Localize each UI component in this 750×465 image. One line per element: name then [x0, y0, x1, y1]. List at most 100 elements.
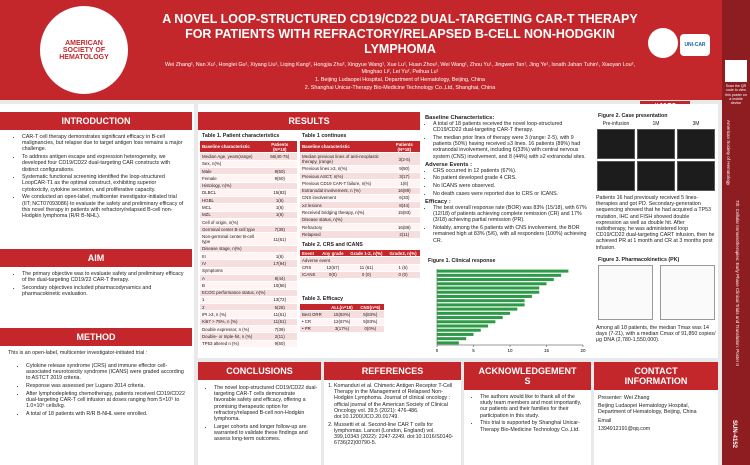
method-list: Cytokine release syndrome (CRS) and immu…: [18, 363, 186, 419]
header-cell: [300, 304, 328, 312]
bar: [437, 303, 525, 307]
panel-label: 1M: [652, 121, 660, 127]
table-row: • PR 3(17%) 0(0%): [300, 325, 384, 334]
bar: [437, 320, 496, 324]
table-cell: 8(44): [262, 274, 297, 283]
table-cell: 15(83): [262, 189, 297, 198]
header-cell: ALL(n=18): [327, 304, 357, 312]
ae-list: CRS occurred in 12 patients (67%).No pat…: [425, 168, 590, 197]
conclusions-list: The novel loop-structured CD19/CD22 dual…: [206, 385, 318, 444]
table-cell: CNS involvement: [300, 194, 389, 203]
table-grid: Baseline characteristic Patients (N=18) Me…: [300, 141, 420, 239]
table: Baseline characteristic Patients (N=18) Me…: [200, 141, 297, 348]
table-row: Female 9(50): [200, 174, 297, 183]
bar: [437, 290, 540, 294]
table-cell: Histology, n(%): [200, 182, 297, 190]
table-cell: 7(39): [262, 325, 297, 334]
table-cell: HGBL: [200, 196, 263, 205]
session-text: 7th: Cellular Immunotherapies: Early Pha…: [735, 200, 740, 366]
table-cell: 7(39): [262, 225, 297, 234]
contact-line: Presenter: Wei Zhang: [598, 395, 650, 401]
bar: [437, 273, 562, 277]
table: ALL(n=18) CNS(n=6) Best ORR 15(83%) 5(83%) • …: [300, 304, 384, 334]
table-cell: 2: [200, 303, 263, 312]
table-cell: ECOG performance status, n(%): [200, 289, 297, 297]
table-cell: B: [200, 281, 263, 290]
table-cell: 17(94): [262, 259, 297, 268]
table-row: Disease stage, n(%): [200, 245, 297, 254]
table-cell: 3(2-5): [388, 152, 420, 166]
header-cell: Patients (N=18): [262, 141, 297, 154]
list-item: Larger cohorts and longer follow-up are …: [214, 424, 318, 443]
table-cell: Previous ASCT, n(%): [300, 172, 389, 181]
table-cell: MCL: [200, 203, 263, 212]
table-caption: Table 3. Efficacy: [302, 296, 344, 302]
bar: [437, 337, 467, 341]
table-cell: 0 (0): [386, 271, 420, 280]
table-row: • CR 12(67%) 5(83%): [300, 318, 384, 326]
table-row: Histology, n(%): [200, 182, 297, 190]
bar: [437, 269, 569, 273]
figure2-text: Patients 16 had previously received 5 li…: [596, 195, 715, 251]
table-cell: 9(50): [262, 174, 297, 183]
table-cell: 9(50): [388, 165, 420, 174]
table-row: Sex, n(%): [200, 160, 297, 168]
table-cell: Disease stage, n(%): [200, 245, 297, 254]
side-strip: Scan the QR code to view this poster on …: [722, 0, 750, 465]
x-tick-label: 20: [580, 348, 586, 353]
table-cell: 11(61): [262, 310, 297, 319]
table: Event Any grade Grade 1-2, n(%) Grade3, n(%…: [300, 250, 420, 280]
pk-plot: [598, 265, 653, 320]
list-item: The median prior lines of therapy were 3…: [433, 135, 590, 160]
efficacy-list: The best overall response rate (BOR) was…: [425, 205, 590, 244]
table-row: HGBL 1(6): [200, 196, 297, 205]
header-cell: Grade 1-2, n(%): [346, 250, 387, 258]
aim-list: The primary objective was to evaluate sa…: [14, 271, 184, 299]
contact-line: Beijing Ludaopei Hematology Hospital, De…: [598, 403, 697, 416]
section-heading: INTRODUCTION: [0, 112, 192, 130]
table-cell: Germinal center B-cell type: [200, 225, 263, 234]
list-item: Response was assessed per Lugano 2014 cr…: [26, 383, 186, 389]
table-cell: Cell of origin, n(%): [200, 218, 297, 227]
table-cell: 8(44): [388, 201, 420, 210]
contact-lines: Presenter: Wei Zhang Beijing Ludaopei Hem…: [598, 395, 714, 434]
table-row: Median Age, years(range) 56(40-75): [200, 152, 297, 161]
table-cell: Received bridging therapy, n(%): [300, 208, 389, 217]
table-cell: III: [200, 252, 263, 261]
header-cell: Patients (N=18): [388, 141, 420, 154]
method-intro: This is an open-label, multicenter inves…: [8, 350, 148, 356]
contact-line: 1394912191@qq.com: [598, 425, 651, 432]
figure2-images: Pre-infusion 1M 3M: [596, 121, 716, 193]
table-cell: 0(0%): [356, 325, 384, 334]
intro-list: CAR-T cell therapy demonstrates signific…: [14, 134, 184, 221]
contact-line: Email: [598, 417, 612, 424]
table-cell: Previous lines ≥3, n(%): [300, 165, 389, 174]
table-cell: 1 (6): [386, 264, 420, 272]
table-cell: MZL: [200, 211, 263, 219]
table-cell: Best ORR: [300, 310, 328, 319]
list-item: Systematic functional screening identifi…: [22, 174, 184, 193]
ct-image: [597, 129, 635, 159]
table-row: III 1(6): [200, 252, 297, 261]
section-heading: REFERENCES: [324, 362, 461, 380]
header-cell: CNS(n=6): [356, 304, 384, 312]
list-item: A total of 18 patients received the nove…: [433, 121, 590, 133]
table-cell: Extranodal involvement, n (%): [300, 187, 389, 195]
table-cell: 6(33): [388, 194, 420, 203]
table-row: Double expressor, n (%) 7(39): [200, 325, 297, 334]
bar: [437, 307, 518, 311]
list-item: This trial is supported by Shanghai Unic…: [480, 420, 587, 432]
table-row: IPI ≥3, n (%) 11(61): [200, 310, 297, 319]
ct-image: [637, 161, 675, 191]
table-row: ICANS 0(0) 0 (0) 0 (0): [300, 271, 420, 280]
list-item: No ICANS were observed.: [433, 183, 590, 189]
list-item: CRS occurred in 12 patients (67%).: [433, 168, 590, 174]
table-cell: Disease status, n(%): [300, 216, 420, 225]
table-row: DLBCL 15(83): [200, 189, 297, 198]
table-cell: Double expressor, n (%): [200, 325, 263, 334]
section-heading: CONCLUSIONS: [198, 362, 321, 380]
figure-caption: Figure 1. Clinical response: [428, 258, 496, 264]
table-row: Ki67 > 75%, n (%) 11(61): [200, 318, 297, 326]
table-cell: CRS: [300, 264, 319, 272]
